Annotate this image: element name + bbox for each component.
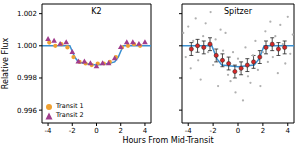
html-text:Transit 2: Transit 2 (56, 111, 84, 119)
svg-text:2: 2 (261, 127, 265, 135)
svg-text:-2: -2 (69, 127, 76, 135)
html-text:K2: K2 (91, 7, 102, 16)
svg-text:0: 0 (94, 127, 98, 135)
svg-text:0: 0 (236, 127, 240, 135)
svg-text:-2: -2 (210, 127, 217, 135)
svg-text:-4: -4 (45, 127, 53, 135)
html-text:Hours From Mid-Transit: Hours From Mid-Transit (122, 136, 214, 145)
svg-text:4: 4 (143, 127, 148, 135)
svg-text:4: 4 (286, 127, 291, 135)
svg-text:0.996: 0.996 (17, 107, 38, 115)
svg-text:1.002: 1.002 (17, 10, 37, 18)
html-text:Transit 1: Transit 1 (56, 102, 84, 110)
svg-text:2: 2 (118, 127, 122, 135)
svg-text:-4: -4 (185, 127, 193, 135)
svg-text:1.000: 1.000 (17, 42, 37, 50)
html-text:Spitzer: Spitzer (224, 7, 252, 16)
svg-text:0.998: 0.998 (17, 74, 37, 82)
html-text:Relative Flux: Relative Flux (1, 37, 11, 90)
